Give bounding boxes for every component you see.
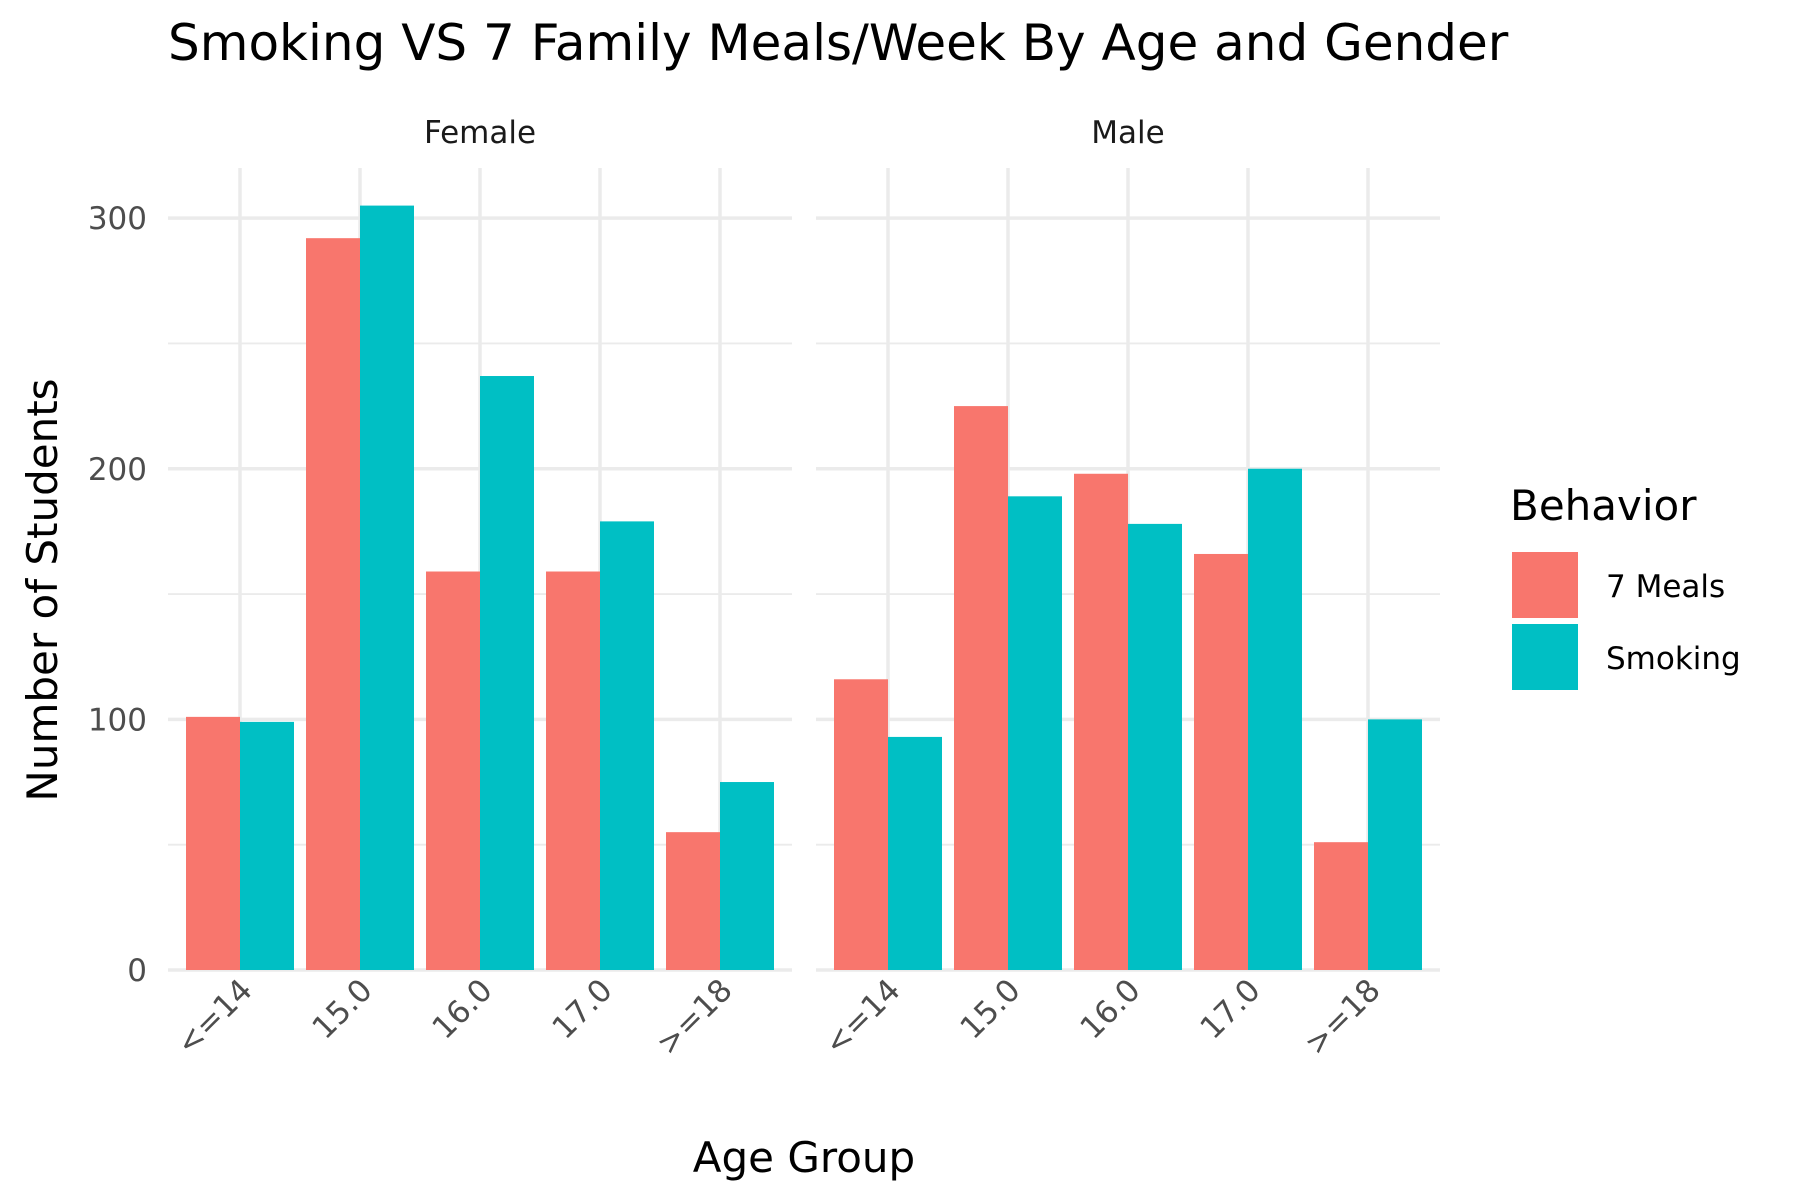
bar-male-7-meals-2: [1074, 473, 1128, 970]
bars-layer: [186, 205, 1422, 971]
y-axis-title: Number of Students: [18, 378, 67, 801]
bar-female-smoking-2: [480, 376, 534, 970]
bar-female-smoking-3: [600, 521, 654, 970]
bar-male-smoking-3: [1248, 468, 1302, 970]
bar-male-smoking-4: [1368, 719, 1422, 970]
bar-male-7-meals-4: [1314, 842, 1368, 970]
bar-male-smoking-2: [1128, 523, 1182, 970]
bar-female-smoking-0: [240, 721, 294, 970]
bar-female-7-meals-1: [306, 238, 360, 971]
x-tick-label: 17.0: [545, 972, 619, 1046]
bar-male-7-meals-1: [954, 406, 1008, 970]
bar-female-7-meals-3: [546, 571, 600, 970]
legend-key-smoking: [1512, 624, 1578, 690]
y-tick-label: 100: [88, 702, 147, 738]
y-tick-label: 0: [127, 953, 147, 989]
bar-female-7-meals-0: [186, 716, 240, 970]
chart-title: Smoking VS 7 Family Meals/Week By Age an…: [168, 14, 1509, 72]
x-tick-label: <=14: [170, 972, 260, 1062]
x-tick-label: >=18: [650, 972, 740, 1062]
bar-male-7-meals-0: [834, 679, 888, 970]
legend-title: Behavior: [1510, 481, 1697, 530]
bar-female-smoking-1: [360, 205, 414, 970]
panel-label-male: Male: [1091, 115, 1164, 151]
bar-male-smoking-1: [1008, 496, 1062, 970]
x-tick-label: <=14: [818, 972, 908, 1062]
bar-male-smoking-0: [888, 736, 942, 970]
bar-female-smoking-4: [720, 782, 774, 970]
x-tick-label: 15.0: [953, 972, 1027, 1046]
x-tick-label: 16.0: [425, 972, 499, 1046]
panel-label-female: Female: [424, 115, 536, 151]
x-tick-label: 17.0: [1193, 972, 1267, 1046]
y-tick-label: 300: [88, 201, 147, 237]
bar-female-7-meals-2: [426, 571, 480, 970]
x-tick-labels: <=14 15.0 16.0 17.0 >=18 <=14 15.0 16.0 17.0 >=18: [170, 972, 1388, 1062]
x-tick-label: >=18: [1298, 972, 1388, 1062]
legend-key-7-meals: [1512, 552, 1578, 618]
y-tick-labels: 0 100 200 300: [88, 201, 147, 989]
bar-male-7-meals-3: [1194, 553, 1248, 970]
y-tick-label: 200: [88, 452, 147, 488]
legend-label-smoking: Smoking: [1606, 641, 1741, 677]
bar-female-7-meals-4: [666, 832, 720, 970]
x-tick-label: 16.0: [1073, 972, 1147, 1046]
legend-label-7-meals: 7 Meals: [1606, 569, 1725, 605]
x-tick-label: 15.0: [305, 972, 379, 1046]
x-axis-title: Age Group: [693, 1133, 915, 1182]
legend: Behavior 7 Meals Smoking: [1510, 481, 1741, 690]
